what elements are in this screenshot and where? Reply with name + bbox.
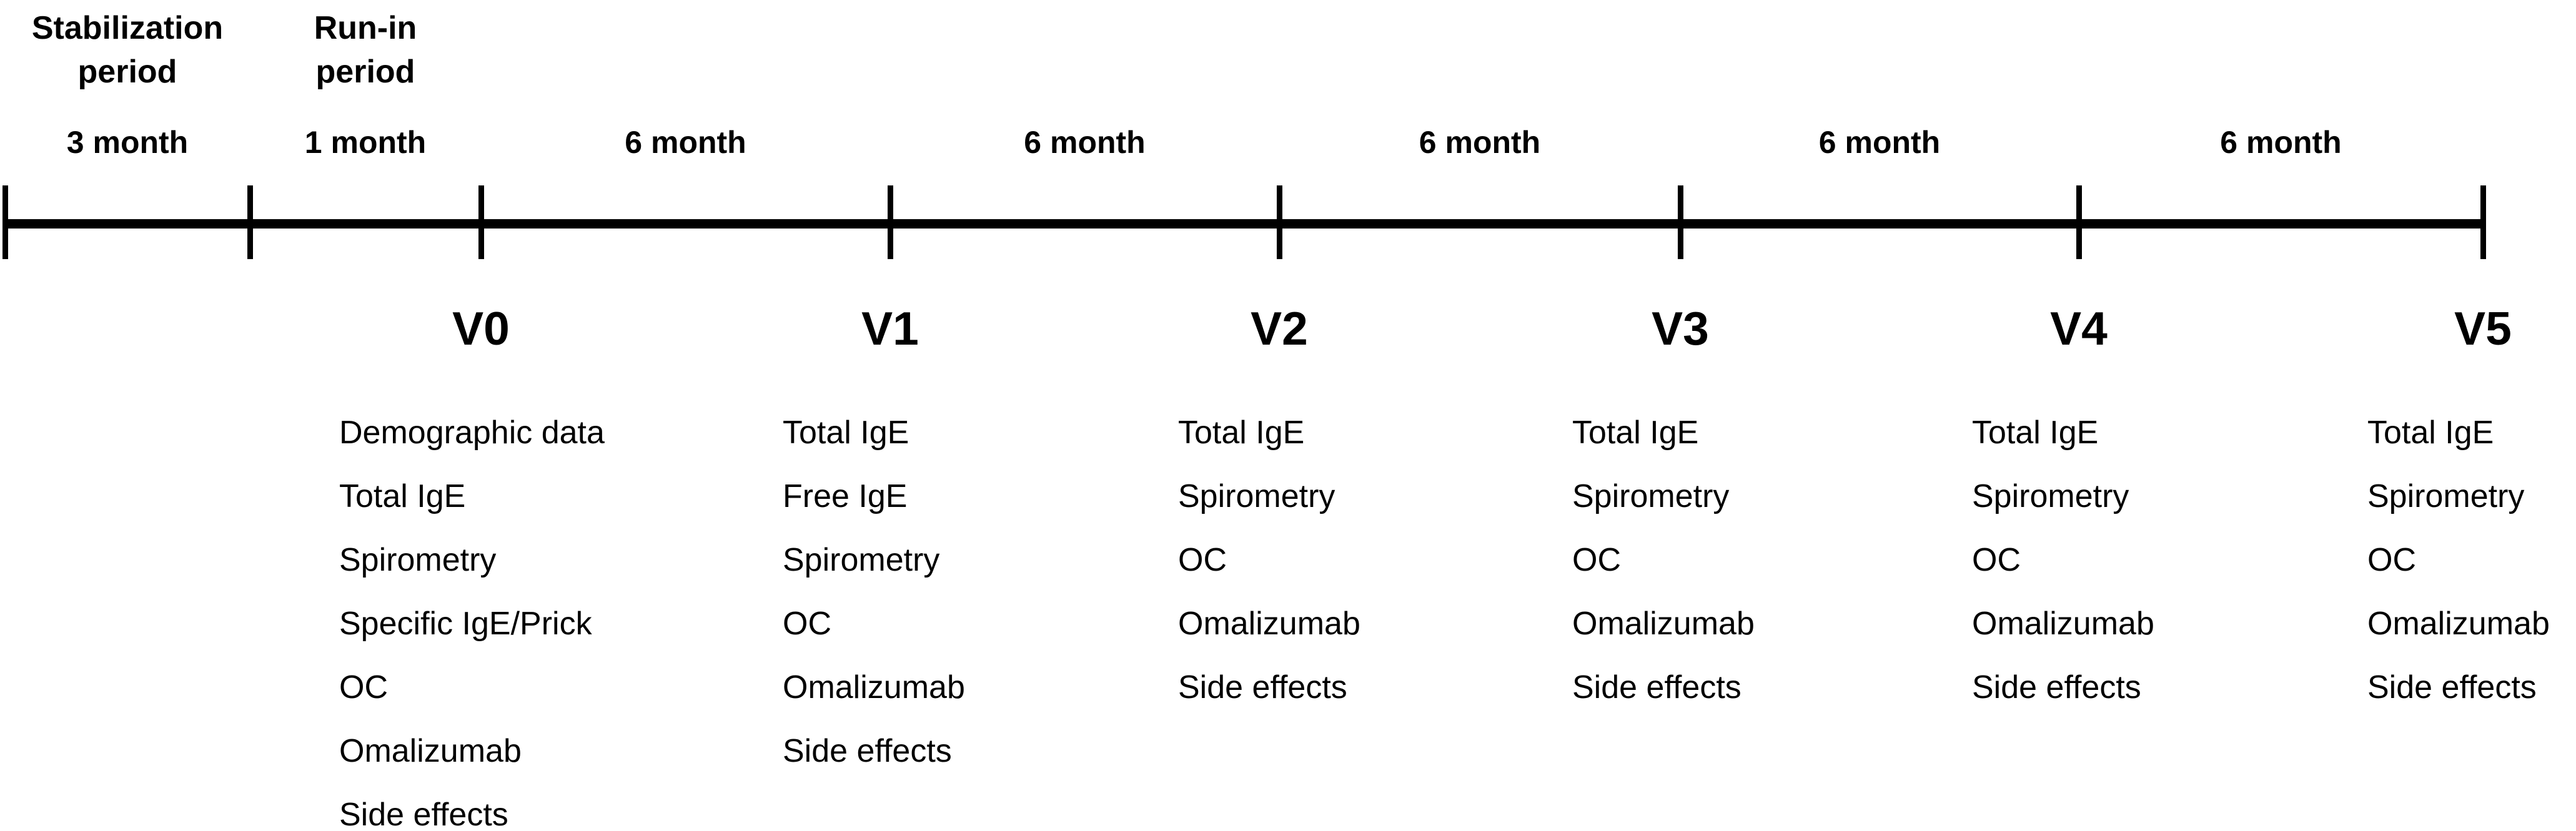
visit-list: Total IgE Spirometry OC Omalizumab Side effe… <box>1178 401 1360 719</box>
period-label-line: period <box>77 54 177 90</box>
assessment-item: Spirometry <box>1972 478 2129 514</box>
duration-label: 1 month <box>304 125 427 160</box>
assessment-item: Omalizumab <box>1178 606 1360 642</box>
assessment-item: Total IgE <box>1178 415 1305 451</box>
assessment-item: Free IgE <box>783 478 908 514</box>
timeline-tick <box>888 185 893 259</box>
visit-label: V0 <box>452 302 510 355</box>
visit-list: Total IgE Free IgE Spirometry OC Omalizumab S… <box>783 401 965 783</box>
assessment-item: OC <box>1572 542 1621 578</box>
visit-label: V1 <box>861 302 919 355</box>
assessment-item: Spirometry <box>1178 478 1335 514</box>
visit-label: V3 <box>1652 302 1709 355</box>
visit-list: Total IgE Spirometry OC Omalizumab Side effe… <box>2367 401 2550 719</box>
assessment-item: Total IgE <box>1572 415 1699 451</box>
assessment-item: Spirometry <box>783 542 940 578</box>
assessment-item: Spirometry <box>2367 478 2525 514</box>
assessment-item: OC <box>339 669 388 706</box>
assessment-item: Spirometry <box>1572 478 1730 514</box>
assessment-item: Specific IgE/Prick <box>339 606 592 642</box>
visit-list: Total IgE Spirometry OC Omalizumab Side effe… <box>1972 401 2154 719</box>
visit-label: V4 <box>2050 302 2108 355</box>
timeline-tick <box>2480 185 2486 259</box>
timeline-tick <box>1277 185 1282 259</box>
timeline-tick <box>478 185 484 259</box>
timeline-tick <box>2 185 8 259</box>
assessment-item: Omalizumab <box>339 733 522 769</box>
timeline-tick <box>2076 185 2082 259</box>
assessment-item: Omalizumab <box>1572 606 1755 642</box>
assessment-item: Side effects <box>2367 669 2537 706</box>
duration-label: 6 month <box>1818 125 1941 160</box>
duration-label: 6 month <box>2220 125 2342 160</box>
visit-label: V2 <box>1251 302 1308 355</box>
assessment-item: Omalizumab <box>783 669 965 706</box>
assessment-item: OC <box>2367 542 2416 578</box>
period-label: Stabilization period <box>32 6 223 94</box>
assessment-item: Total IgE <box>2367 415 2494 451</box>
assessment-item: Total IgE <box>783 415 909 451</box>
visit-label: V5 <box>2454 302 2512 355</box>
timeline-tick <box>1678 185 1683 259</box>
assessment-item: Demographic data <box>339 415 605 451</box>
period-label-line: Run-in <box>314 10 417 46</box>
period-label-line: Stabilization <box>31 10 224 46</box>
timeline-axis <box>5 219 2483 229</box>
duration-label: 3 month <box>66 125 189 160</box>
duration-label: 6 month <box>625 125 746 160</box>
assessment-item: Side effects <box>1572 669 1741 706</box>
assessment-item: Total IgE <box>1972 415 2099 451</box>
duration-label: 6 month <box>1419 125 1541 160</box>
assessment-item: Total IgE <box>339 478 466 514</box>
assessment-item: OC <box>783 606 831 642</box>
assessment-item: Side effects <box>783 733 952 769</box>
visit-list: Demographic data Total IgE Spirometry Speci… <box>339 401 605 831</box>
visit-list: Total IgE Spirometry OC Omalizumab Side effe… <box>1572 401 1755 719</box>
assessment-item: Side effects <box>1972 669 2141 706</box>
timeline-tick <box>247 185 253 259</box>
period-label: Run-in period <box>314 6 417 94</box>
assessment-item: Spirometry <box>339 542 497 578</box>
period-label-line: period <box>315 54 415 90</box>
assessment-item: Side effects <box>1178 669 1347 706</box>
assessment-item: Omalizumab <box>2367 606 2550 642</box>
assessment-item: OC <box>1178 542 1227 578</box>
assessment-item: OC <box>1972 542 2021 578</box>
assessment-item: Omalizumab <box>1972 606 2154 642</box>
duration-label: 6 month <box>1024 125 1146 160</box>
assessment-item: Side effects <box>339 797 508 831</box>
